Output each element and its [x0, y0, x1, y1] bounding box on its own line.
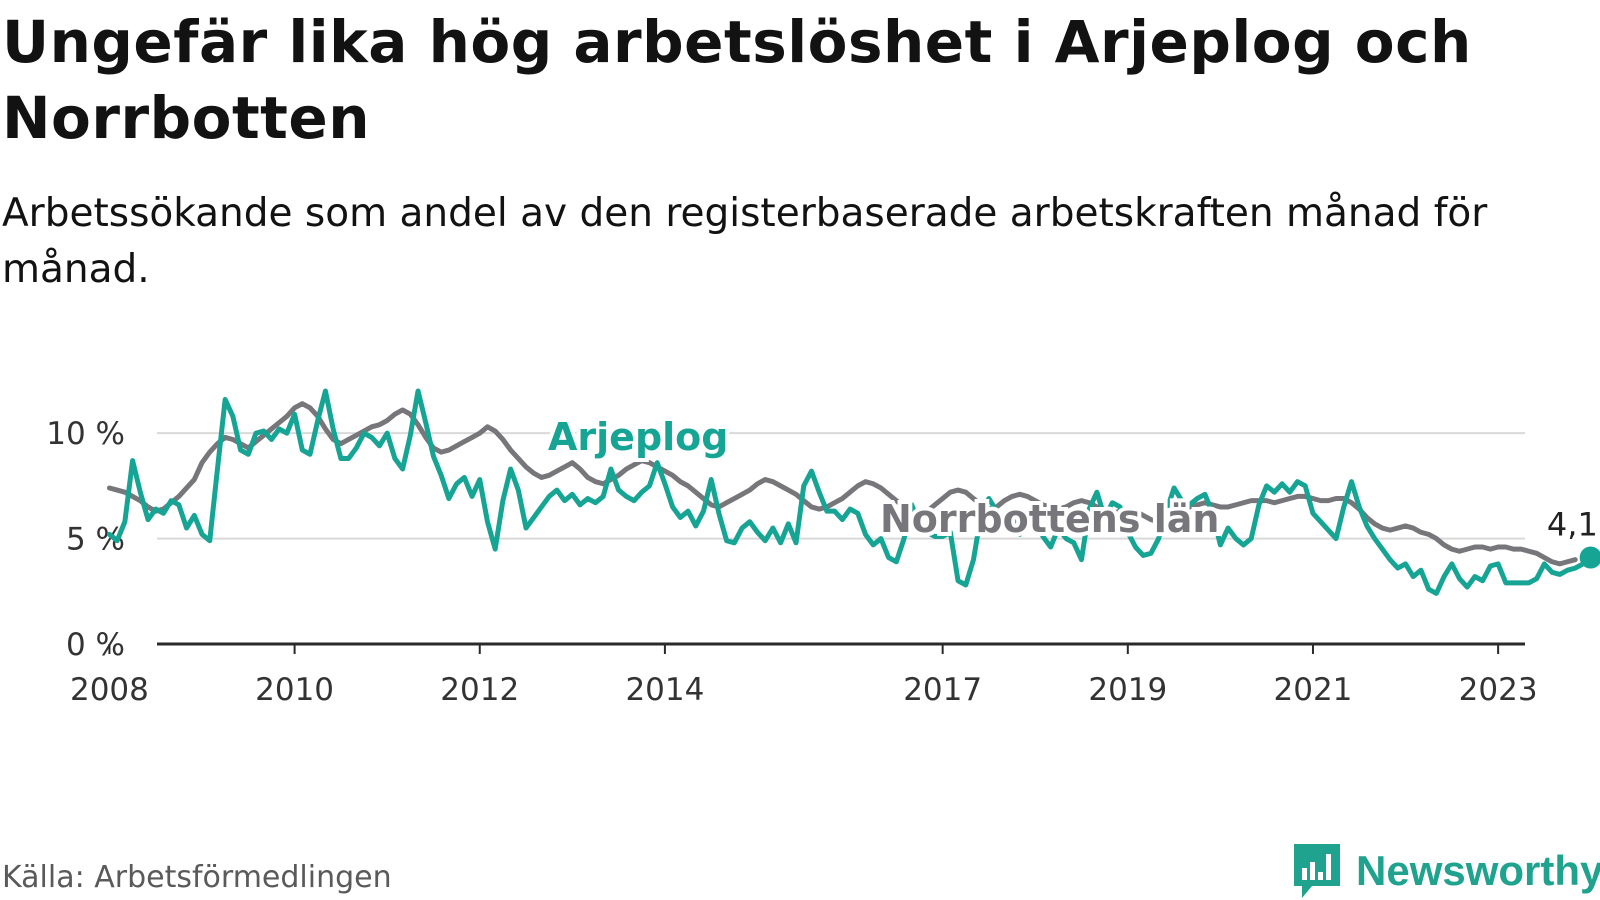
- x-tick-label: 2023: [1459, 672, 1538, 708]
- y-tick-label: 0 %: [66, 627, 125, 663]
- end-point-marker: [1579, 546, 1600, 569]
- x-tick-label: 2012: [440, 672, 519, 708]
- x-tick-label: 2014: [625, 672, 704, 708]
- chart-subtitle: Arbetssökande som andel av den registerb…: [2, 191, 1488, 292]
- series-label-norrbotten: Norrbottens län: [880, 497, 1219, 541]
- end-value-label: 4,1 %: [1547, 506, 1600, 544]
- brand-name: Newsworthy: [1356, 847, 1600, 894]
- source-note: Källa: Arbetsförmedlingen: [2, 860, 392, 895]
- newsworthy-logo[interactable]: Newsworthy: [1292, 842, 1600, 900]
- x-tick-label: 2019: [1088, 672, 1167, 708]
- y-tick-label: 10 %: [46, 416, 125, 452]
- x-tick-label: 2017: [903, 672, 982, 708]
- series-line-arjeplog: [106, 388, 1594, 596]
- chart-title: Ungefär lika hög arbetslöshet i Arjeplog…: [2, 8, 1472, 152]
- x-tick-label: 2010: [255, 672, 334, 708]
- x-tick-label: 2008: [70, 672, 149, 708]
- line-chart: 0 %5 %10 % 2008 2010 2012 2014 2017 2019 2021 2…: [46, 388, 1600, 708]
- series-line-norrbotten: [106, 401, 1578, 567]
- series-label-arjeplog: Arjeplog: [548, 415, 728, 459]
- newsworthy-logo-icon: [1294, 844, 1340, 898]
- x-tick-label: 2021: [1274, 672, 1353, 708]
